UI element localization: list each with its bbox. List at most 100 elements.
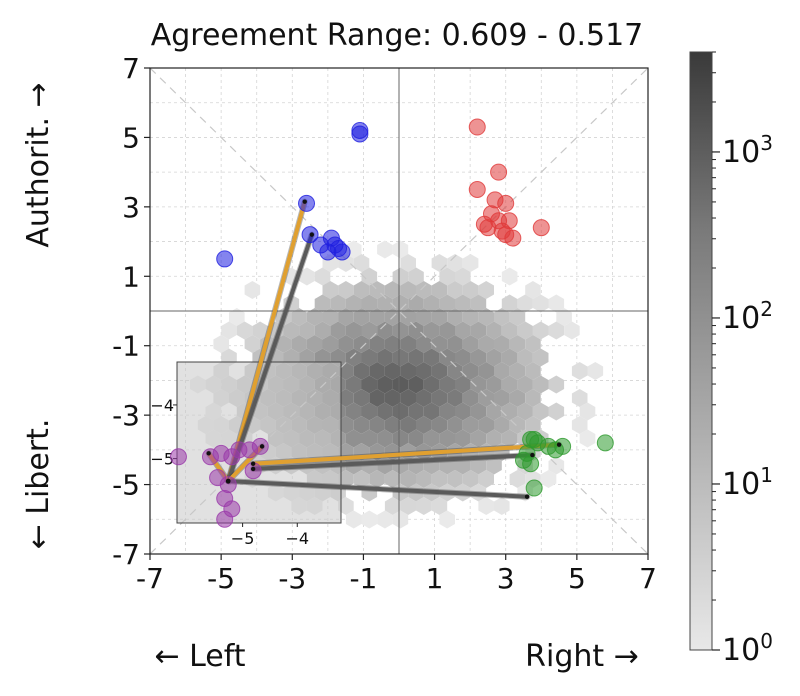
hexbin-cell — [384, 281, 401, 299]
hexbin-cell — [431, 281, 448, 299]
hexbin-cell — [455, 456, 471, 475]
y-axis-ticks: -7 -5 -3 -1 1 3 5 7 — [112, 52, 150, 571]
hexbin-cell — [470, 375, 487, 394]
scatter-point-blue — [351, 125, 369, 143]
hexbin-cell — [384, 497, 401, 515]
hexbin-cell — [306, 335, 323, 353]
hexbin-cell — [548, 321, 565, 340]
hexbin-cell — [548, 402, 565, 421]
diagonal-line — [150, 68, 648, 554]
plot-frame — [149, 67, 649, 555]
hexbin-cell — [455, 294, 471, 313]
hexbin-cell — [447, 335, 463, 353]
hexbin-cell — [470, 321, 487, 340]
hexbin-cell — [377, 321, 393, 340]
hexbin-cell — [322, 335, 339, 353]
hexbin-cell — [455, 267, 471, 286]
hexbin-cell — [478, 470, 494, 488]
hexbin-cell — [509, 416, 526, 434]
hexbin-cell — [353, 416, 370, 434]
hexbin-cell — [423, 429, 440, 448]
x-tick-label: 5 — [568, 562, 586, 595]
hexbin-cell — [299, 267, 315, 286]
y-label-bottom: ← Libert. — [21, 419, 56, 550]
hexbin-cell — [369, 470, 385, 488]
hexbin-cell — [571, 416, 588, 434]
connector-line — [251, 442, 562, 466]
hexbin-cell — [478, 281, 494, 299]
hexbin-cell — [338, 308, 354, 326]
hexbin-cell — [447, 308, 463, 326]
colorbar — [689, 51, 713, 651]
y-tick-label: -5 — [112, 469, 140, 502]
hexbin-cell — [509, 389, 526, 407]
chart-title: Agreement Range: 0.609 - 0.517 — [151, 18, 644, 53]
hexbin-cell — [439, 402, 455, 421]
colorbar-tick-label: 103 — [722, 131, 773, 170]
hexbin-cell — [353, 470, 370, 488]
y-tick-label: -1 — [112, 330, 140, 363]
hexbin-cell — [392, 267, 409, 286]
scatter-point-green — [515, 451, 532, 469]
hexbin-cell — [494, 389, 510, 407]
hexbin-cell — [353, 308, 370, 326]
hexbin-cell — [361, 321, 378, 340]
hexbin-cell — [408, 375, 424, 394]
hexbin-cell — [501, 429, 518, 448]
hexbin-cell — [408, 429, 424, 448]
hexbin-cell — [306, 308, 323, 326]
hexbin-cell — [486, 321, 502, 340]
hexbin-cell — [377, 348, 393, 367]
hexbin-cell — [494, 308, 510, 326]
hexbin-cell — [244, 281, 261, 299]
x-tick-label: -7 — [136, 562, 164, 595]
hexbin-cell — [486, 402, 502, 421]
line-endpoint — [530, 452, 535, 458]
connector-line — [226, 479, 530, 499]
hexbin-cell — [369, 389, 385, 407]
x-label-right: Right → — [525, 639, 639, 674]
hexbin-cell — [556, 308, 572, 326]
hexbin-cell — [353, 254, 370, 272]
hexbin-cell — [462, 389, 479, 407]
hexbin-cell — [377, 375, 393, 394]
hexbin-cell — [400, 335, 416, 353]
hexbin-cell — [509, 470, 526, 488]
hexbin-cell — [431, 416, 448, 434]
scatter-point-green — [525, 479, 543, 497]
scatter-point-green — [554, 437, 572, 455]
hexbin-cell — [431, 470, 448, 488]
hexbin-cell — [548, 294, 565, 313]
hexbin-cell — [587, 362, 604, 380]
hexbin-cell — [400, 497, 416, 515]
hexbin-cell — [377, 240, 393, 259]
hexbin-cell — [322, 308, 339, 326]
y-tick-label: 7 — [122, 52, 140, 85]
hexbin-cell — [462, 308, 479, 326]
hexbin-cell — [384, 335, 401, 353]
hexbin-cell — [416, 335, 432, 353]
x-tick-label: -5 — [207, 562, 235, 595]
hexbin-cell — [478, 362, 494, 380]
hexbin-cell — [400, 389, 416, 407]
hexbin-cell — [345, 348, 362, 367]
hexbin-cell — [517, 402, 533, 421]
hexbin-cell — [408, 402, 424, 421]
hexbin-cell — [501, 267, 518, 286]
hexbin-cell — [439, 375, 455, 394]
hexbin-cell — [431, 308, 448, 326]
hexbin-cell — [439, 321, 455, 340]
colorbar-tick-label: 102 — [722, 297, 773, 336]
hexbin-cell — [455, 402, 471, 421]
hexbin-cell — [439, 429, 455, 448]
hexbin-cell — [384, 416, 401, 434]
line-endpoint — [250, 461, 256, 466]
hexbin-cell — [525, 335, 541, 353]
hexbin-cell — [229, 308, 245, 326]
hexbin-cell — [338, 389, 354, 407]
hexbin-cell — [423, 348, 440, 367]
hexbin-cell — [416, 497, 432, 515]
hexbin-cell — [525, 416, 541, 434]
hexbin-cell — [400, 416, 416, 434]
hexbin-cell — [338, 470, 354, 488]
